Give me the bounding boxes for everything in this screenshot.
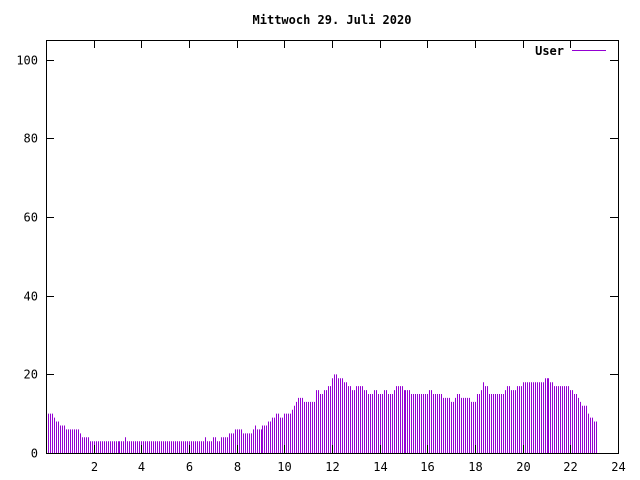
x-axis: 2 4 6 8 10 12 14 16 18 20 22 24	[91, 40, 626, 474]
x-tick-label: 4	[138, 460, 145, 474]
x-tick-label: 16	[420, 460, 434, 474]
x-tick-label: 6	[186, 460, 193, 474]
bar-series-user	[48, 374, 597, 453]
x-tick-label: 10	[277, 460, 291, 474]
y-tick-label: 60	[24, 211, 38, 225]
x-tick-label: 8	[234, 460, 241, 474]
y-tick-label: 40	[24, 290, 38, 304]
legend: User	[535, 44, 606, 58]
x-tick-label: 22	[563, 460, 577, 474]
x-tick-label: 18	[468, 460, 482, 474]
legend-label: User	[535, 44, 564, 58]
x-tick-label: 12	[325, 460, 339, 474]
y-tick-label: 80	[24, 132, 38, 146]
y-tick-label: 100	[16, 54, 38, 68]
x-tick-label: 24	[611, 460, 625, 474]
y-tick-label: 20	[24, 368, 38, 382]
y-tick-label: 0	[31, 447, 38, 461]
x-tick-label: 14	[373, 460, 387, 474]
chart-title: Mittwoch 29. Juli 2020	[253, 13, 412, 27]
x-tick-label: 2	[91, 460, 98, 474]
y-axis: 0 20 40 60 80 100	[16, 54, 618, 461]
x-tick-label: 20	[516, 460, 530, 474]
